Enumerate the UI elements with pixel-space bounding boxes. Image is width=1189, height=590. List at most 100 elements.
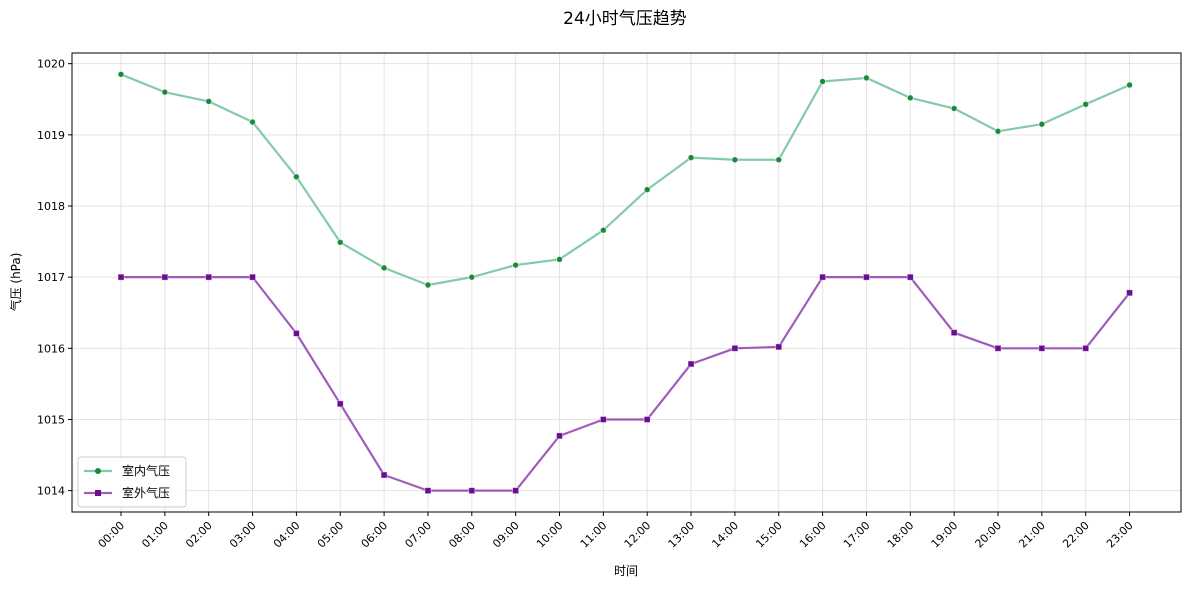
y-tick-label: 1014 <box>37 485 65 498</box>
x-tick-label: 10:00 <box>534 519 566 551</box>
data-point <box>950 105 958 112</box>
data-point <box>336 400 344 408</box>
x-tick-label: 16:00 <box>797 519 829 551</box>
data-point <box>731 156 739 164</box>
data-point <box>1126 289 1133 297</box>
data-point <box>775 343 783 351</box>
x-tick-label: 13:00 <box>666 519 698 551</box>
y-axis-label: 气压 (hPa) <box>8 253 23 312</box>
y-tick-label: 1015 <box>37 413 65 426</box>
x-tick-label: 18:00 <box>885 519 917 551</box>
data-point <box>906 94 914 102</box>
chart-title: 24小时气压趋势 <box>563 9 687 29</box>
data-point <box>468 273 476 281</box>
y-tick-label: 1020 <box>37 58 65 71</box>
data-point <box>950 329 958 337</box>
legend-entry: 室外气压 <box>84 485 170 500</box>
series-2 <box>117 273 1133 495</box>
x-tick-label: 09:00 <box>490 519 522 551</box>
x-tick-label: 19:00 <box>929 519 961 551</box>
data-point <box>1082 344 1090 352</box>
data-point <box>336 238 344 246</box>
x-tick-label: 23:00 <box>1104 519 1136 551</box>
data-point <box>863 74 870 82</box>
data-point <box>424 281 432 289</box>
x-axis-label: 时间 <box>614 564 638 578</box>
data-point <box>819 78 826 85</box>
data-point <box>994 344 1002 352</box>
x-tick-label: 20:00 <box>973 519 1005 551</box>
data-point <box>863 273 870 281</box>
series-line <box>120 73 1130 287</box>
data-point <box>249 273 256 281</box>
data-point <box>512 261 520 269</box>
x-tick-label: 17:00 <box>841 519 873 551</box>
x-tick-label: 06:00 <box>359 519 391 551</box>
legend-entry: 室内气压 <box>84 463 170 478</box>
y-tick-label: 1018 <box>37 200 65 213</box>
data-point <box>556 255 563 263</box>
data-point <box>994 127 1002 135</box>
plot-frame <box>71 52 1182 513</box>
data-point <box>380 471 388 479</box>
data-point <box>731 344 739 352</box>
data-point <box>643 416 651 423</box>
grid <box>72 53 1181 512</box>
data-point <box>906 273 914 281</box>
legend-box <box>77 456 187 508</box>
series-1 <box>117 70 1133 289</box>
y-tick-label: 1017 <box>37 271 65 284</box>
x-tick-label: 08:00 <box>446 519 478 551</box>
y-tick-label: 1019 <box>37 129 65 142</box>
data-point <box>161 273 169 281</box>
data-point <box>819 273 826 281</box>
data-point <box>424 487 432 495</box>
x-tick-label: 07:00 <box>402 519 434 551</box>
x-tick-label: 14:00 <box>709 519 741 551</box>
data-point <box>556 432 563 440</box>
data-point <box>117 70 125 78</box>
x-axis: 00:00 01:00 02:00 03:00 04:00 05:00 06:00 07:00… <box>96 512 1136 551</box>
x-tick-label: 02:00 <box>183 519 215 551</box>
legend-label: 室外气压 <box>122 485 170 500</box>
data-point <box>205 97 213 105</box>
x-tick-label: 15:00 <box>753 519 785 551</box>
data-point <box>599 416 607 423</box>
x-tick-label: 01:00 <box>139 519 171 551</box>
data-point <box>1038 344 1046 352</box>
data-point <box>687 360 695 368</box>
data-point <box>775 156 783 164</box>
x-tick-label: 11:00 <box>578 519 610 551</box>
data-point <box>643 186 651 194</box>
legend-label: 室内气压 <box>122 463 170 478</box>
series-layer <box>117 70 1133 495</box>
data-point <box>292 329 300 337</box>
data-point <box>687 154 695 162</box>
data-point <box>117 273 125 281</box>
data-point <box>161 88 169 96</box>
x-tick-label: 04:00 <box>271 519 303 551</box>
data-point <box>292 173 300 181</box>
series-line <box>121 276 1131 492</box>
x-tick-label: 05:00 <box>315 519 347 551</box>
x-tick-label: 03:00 <box>227 519 259 551</box>
x-tick-label: 21:00 <box>1016 519 1048 551</box>
data-point <box>249 118 256 126</box>
data-point <box>1126 81 1133 89</box>
x-tick-label: 00:00 <box>96 519 128 551</box>
x-tick-label: 12:00 <box>622 519 654 551</box>
y-axis: 1014 1015 1016 1017 1018 1019 1020 <box>37 58 72 498</box>
legend-swatch-marker <box>95 468 101 474</box>
data-point <box>512 487 520 495</box>
data-point <box>468 487 476 495</box>
y-tick-label: 1016 <box>37 342 65 355</box>
data-point <box>599 226 607 234</box>
data-point <box>205 273 213 281</box>
x-tick-label: 22:00 <box>1060 519 1092 551</box>
legend-swatch-marker <box>95 490 101 496</box>
data-point <box>380 264 388 272</box>
data-point <box>1082 100 1090 108</box>
data-point <box>1038 120 1046 128</box>
